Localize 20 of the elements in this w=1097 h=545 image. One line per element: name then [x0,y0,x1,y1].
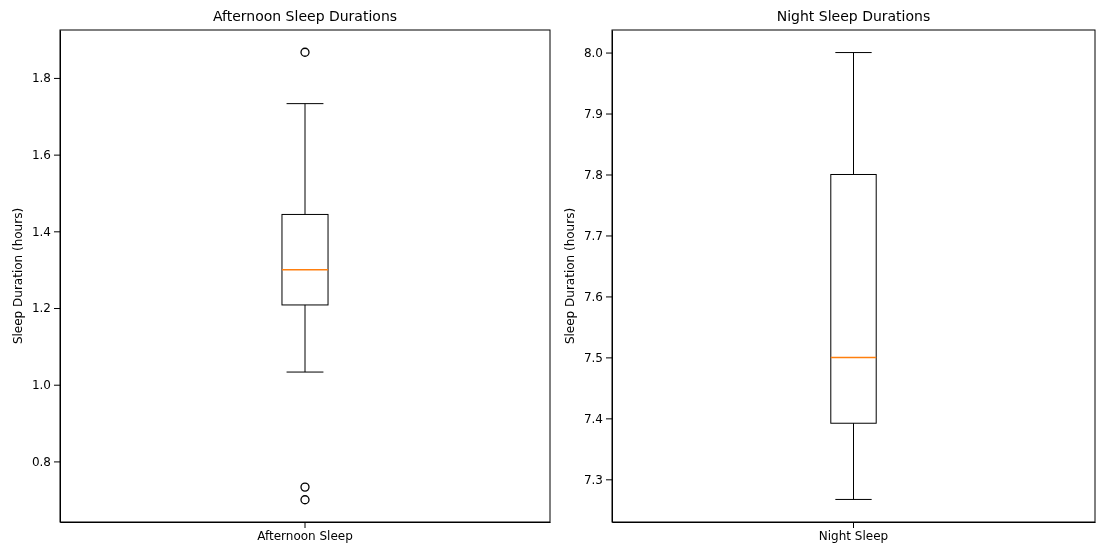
y-tick-label: 0.8 [31,454,51,469]
y-tick-label: 1.8 [31,71,51,86]
y-tick-label: 7.8 [583,167,603,182]
y-tick-label: 1.2 [31,301,51,316]
y-tick-label: 7.3 [583,472,603,487]
y-tick-label: 7.9 [583,106,603,121]
chart-title: Afternoon Sleep Durations [212,8,398,24]
y-tick-label: 7.4 [583,411,603,426]
y-tick-label: 1.0 [31,378,51,393]
x-tick-label: Night Sleep [818,528,889,543]
y-tick-label: 8.0 [583,45,603,60]
y-axis-title: Sleep Duration (hours) [563,207,577,345]
chart-title: Night Sleep Durations [776,8,931,24]
y-axis-title: Sleep Duration (hours) [11,207,25,345]
x-tick-label: Afternoon Sleep [257,528,353,543]
y-tick-label: 7.5 [583,350,603,365]
y-tick-label: 1.4 [31,224,51,239]
y-tick-label: 7.7 [583,228,603,243]
y-tick-label: 1.6 [31,147,51,162]
y-tick-label: 7.6 [583,289,603,304]
